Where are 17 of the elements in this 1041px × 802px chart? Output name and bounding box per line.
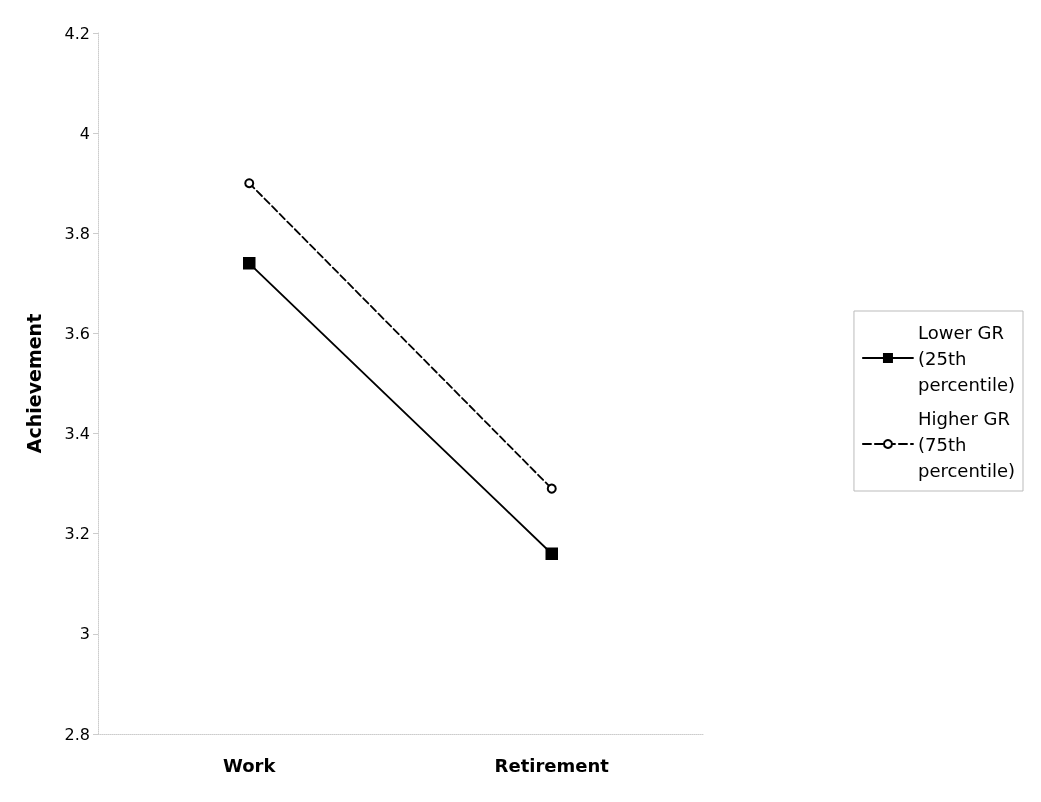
legend-label: Higher GR (75th percentile) (917, 407, 1016, 481)
y-axis-title: Achievement (22, 313, 45, 454)
point (244, 178, 255, 189)
x-tick-label: Work (223, 754, 277, 776)
y-tick-label: 3.2 (64, 524, 90, 544)
y-tick-label: 3.8 (64, 223, 90, 243)
y-tick-label: 3.6 (64, 323, 90, 343)
point (243, 257, 256, 270)
y-tick-label: 3 (79, 624, 90, 644)
point (545, 547, 558, 560)
y-tick-label: 4.2 (64, 23, 90, 43)
point (546, 483, 557, 494)
x-tick-label: Retirement (494, 754, 610, 776)
y-tick-label: 3.4 (64, 424, 90, 444)
legend-label: Lower GR (25th percentile) (917, 321, 1016, 395)
y-tick-label: 2.8 (64, 724, 90, 744)
y-tick-label: 4 (79, 123, 90, 143)
